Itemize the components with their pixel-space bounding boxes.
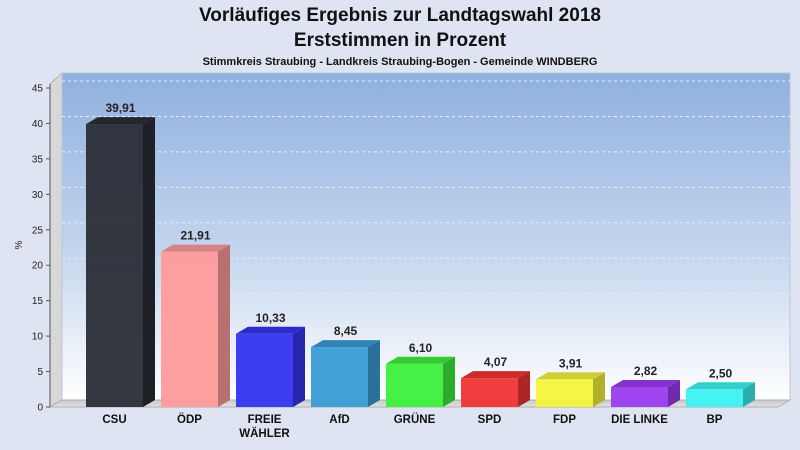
x-category-label: SPD — [478, 414, 502, 426]
bar-side — [293, 326, 305, 407]
bar-top — [86, 117, 155, 125]
x-category-label: CSU — [102, 414, 126, 426]
bar — [686, 382, 755, 407]
bar-side — [518, 371, 530, 407]
bar-side — [593, 372, 605, 407]
x-category-label: FDP — [553, 414, 576, 426]
y-tick-label: 40 — [32, 119, 44, 130]
chart-title-line2: Erststimmen in Prozent — [294, 30, 507, 51]
bar-value-label: 2,50 — [709, 366, 733, 380]
y-tick-label: 10 — [32, 332, 44, 343]
bar — [236, 326, 305, 407]
bar — [611, 380, 680, 407]
bar — [536, 372, 605, 407]
bar-side — [743, 382, 755, 407]
bar-front — [461, 378, 518, 407]
bar-side — [368, 340, 380, 407]
bar — [161, 244, 230, 407]
y-axis-label: % — [14, 240, 25, 249]
bar-value-label: 39,91 — [105, 101, 135, 115]
x-category-label: BP — [707, 414, 723, 426]
bar — [386, 356, 455, 407]
bar-side — [218, 244, 230, 407]
bar-value-label: 2,82 — [634, 364, 658, 378]
chart-subtitle: Stimmkreis Straubing - Landkreis Straubi… — [203, 56, 598, 68]
x-category-label: GRÜNE — [394, 413, 436, 426]
bar — [86, 117, 155, 407]
bar-top — [686, 382, 755, 390]
bar-top — [386, 356, 455, 364]
bar-value-label: 8,45 — [334, 324, 358, 338]
y-axis: % 0 5 10 15 20 25 30 35 40 45 — [14, 84, 51, 414]
bar-value-label: 4,07 — [484, 355, 508, 369]
y-tick-label: 0 — [37, 403, 43, 414]
bar-front — [386, 363, 443, 407]
bar-top — [161, 244, 230, 252]
y-tick-label: 15 — [32, 296, 44, 307]
plot-left-wall — [49, 71, 63, 408]
bar-side — [443, 356, 455, 407]
y-tick-label: 25 — [32, 225, 44, 236]
bar-value-label: 21,91 — [180, 229, 210, 243]
bar-value-label: 3,91 — [559, 356, 583, 370]
bar-front — [686, 389, 743, 407]
bar-front — [86, 124, 143, 407]
bar — [461, 371, 530, 407]
y-tick-label: 20 — [32, 261, 44, 272]
bar-top — [611, 380, 680, 388]
bar-top — [461, 371, 530, 379]
bar-top — [236, 326, 305, 334]
bar-value-label: 10,33 — [255, 311, 285, 325]
x-category-label: ÖDP — [177, 413, 202, 426]
bar-front — [161, 251, 218, 407]
y-tick-label: 30 — [32, 190, 44, 201]
bar-front — [311, 347, 368, 407]
chart-title-line1: Vorläufiges Ergebnis zur Landtagswahl 20… — [199, 5, 601, 26]
bar-front — [236, 333, 293, 407]
bar-side — [143, 117, 155, 407]
x-category-label: FREIE — [248, 414, 282, 426]
x-category-label: WÄHLER — [239, 427, 290, 440]
bar-front — [536, 379, 593, 407]
y-tick-label: 35 — [32, 154, 44, 165]
y-tick-label: 45 — [32, 84, 44, 95]
bar-top — [311, 340, 380, 348]
bars: 39,91 21,91 10,33 8,45 6,10 4,07 3,91 2,82 2,50 — [86, 101, 755, 407]
bar-top — [536, 372, 605, 380]
x-category-label: AfD — [329, 414, 349, 426]
bar-side — [668, 380, 680, 407]
bar-value-label: 6,10 — [409, 341, 433, 355]
bar — [311, 340, 380, 407]
y-tick-label: 5 — [37, 367, 43, 378]
x-category-label: DIE LINKE — [611, 414, 668, 426]
bar-front — [611, 387, 668, 407]
